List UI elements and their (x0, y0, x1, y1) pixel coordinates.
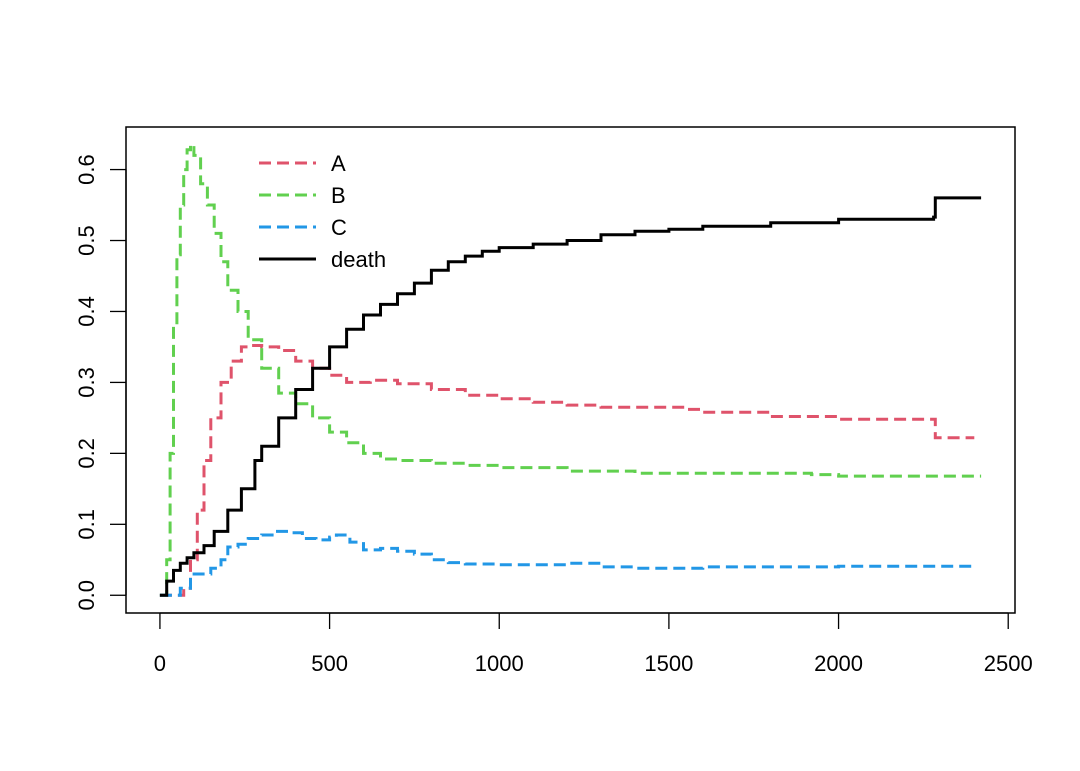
x-tick-label: 1000 (475, 651, 524, 676)
x-tick-label: 1500 (644, 651, 693, 676)
plot-frame (125, 126, 1016, 614)
y-tick-label: 0.4 (74, 296, 99, 327)
series-layer (159, 143, 982, 597)
series-line-A (159, 344, 975, 597)
x-tick-label: 0 (154, 651, 166, 676)
y-tick-label: 0.6 (74, 154, 99, 185)
x-tick-label: 2500 (984, 651, 1033, 676)
legend-label-C: C (331, 215, 347, 240)
x-tick-label: 2000 (814, 651, 863, 676)
y-tick-label: 0.0 (74, 580, 99, 611)
series-line-death (159, 196, 982, 597)
x-axis: 0 500 1000 1500 2000 2500 (154, 612, 1033, 676)
y-axis: 0.0 0.1 0.2 0.3 0.4 0.5 0.6 (74, 154, 127, 611)
x-tick-label: 500 (311, 651, 348, 676)
legend-label-death: death (331, 247, 386, 272)
series-line-C (159, 529, 975, 597)
y-tick-label: 0.1 (74, 509, 99, 540)
y-tick-label: 0.2 (74, 438, 99, 469)
y-tick-label: 0.3 (74, 367, 99, 398)
series-line-B (159, 143, 982, 597)
legend-label-A: A (331, 151, 346, 176)
y-tick-label: 0.5 (74, 225, 99, 256)
legend-label-B: B (331, 183, 346, 208)
